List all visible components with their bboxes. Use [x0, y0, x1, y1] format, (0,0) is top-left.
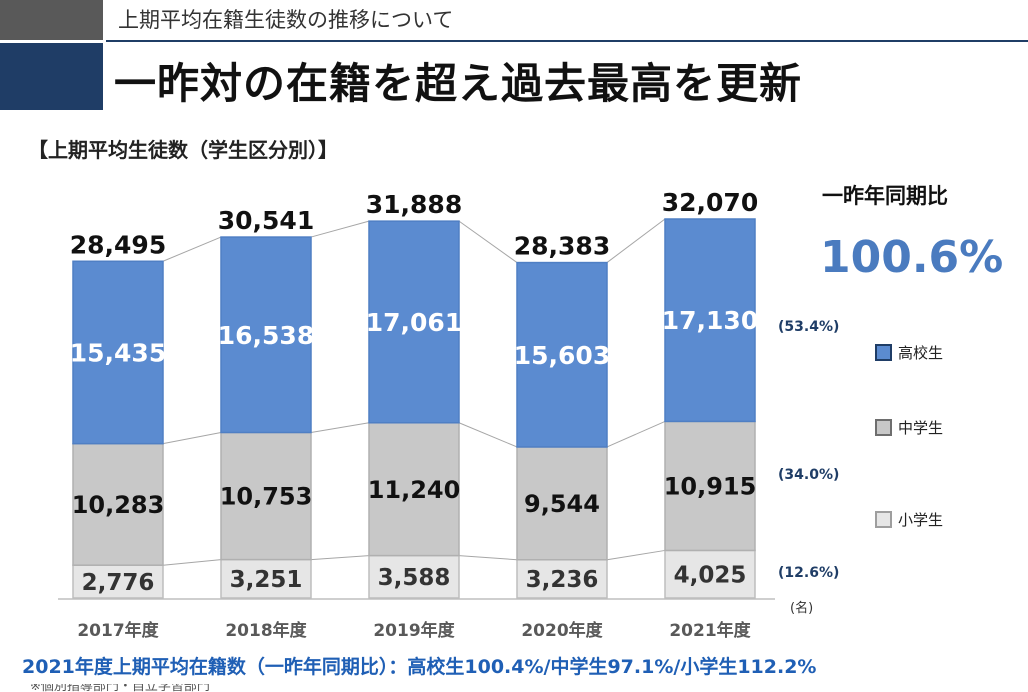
page-title: 一昨対の在籍を超え過去最高を更新: [114, 59, 803, 108]
connector-line: [458, 220, 518, 263]
data-label: 10,915: [664, 473, 757, 501]
legend-swatch: [875, 419, 892, 436]
data-label: 4,025: [674, 562, 747, 588]
x-tick-label: 2018年度: [225, 620, 307, 641]
connector-line: [606, 218, 666, 263]
connector-line: [458, 555, 518, 561]
connector-line: [310, 422, 370, 433]
connector-line: [162, 236, 222, 262]
total-label: 31,888: [366, 190, 462, 219]
connector-line: [162, 432, 222, 445]
footer-note: 2021年度上期平均在籍数（一昨年同期比）：高校生100.4%/中学生97.1%…: [22, 656, 817, 678]
x-tick-label: 2021年度: [669, 620, 751, 641]
data-label: 3,588: [378, 565, 451, 591]
legend-swatch: [875, 344, 892, 361]
bar-high-school: [220, 236, 312, 434]
x-tick-label: 2019年度: [373, 620, 455, 641]
data-label: 9,544: [524, 490, 600, 518]
x-tick-label: 2017年度: [77, 620, 159, 641]
comparison-value: 100.6%: [820, 232, 1004, 283]
total-label: 28,495: [70, 230, 166, 259]
comparison-label: 一昨年同期比: [822, 184, 948, 208]
connector-line: [606, 420, 666, 448]
bar-junior-high: [516, 446, 608, 561]
bar-elementary: [72, 564, 164, 599]
legend-label: 高校生: [898, 344, 943, 362]
connector-line: [310, 555, 370, 561]
legend-label: 中学生: [898, 419, 943, 437]
total-label: 28,383: [514, 232, 610, 261]
data-label: 17,130: [662, 306, 758, 335]
data-label: 3,236: [526, 567, 599, 593]
connector-line: [310, 220, 370, 238]
header-accent-gray: [0, 0, 103, 40]
connector-line: [458, 422, 518, 448]
chart-caption: 【上期平均生徒数（学生区分別）】: [28, 138, 338, 162]
bar-junior-high: [72, 442, 164, 566]
data-label: 3,251: [230, 567, 303, 593]
share-label: (12.6%): [778, 565, 839, 581]
source-note: ※個別指導部門・自立学習部門: [30, 684, 210, 692]
legend-swatch: [875, 511, 892, 528]
header-rule: [106, 40, 1028, 42]
bar-high-school: [368, 220, 460, 424]
share-label: (53.4%): [778, 319, 839, 335]
bar-elementary: [220, 558, 312, 599]
bar-elementary: [516, 559, 608, 599]
legend-label: 小学生: [898, 511, 943, 529]
data-label: 10,753: [220, 483, 313, 511]
data-label: 16,538: [218, 321, 314, 350]
header-accent-navy: [0, 43, 103, 110]
bar-high-school: [516, 261, 608, 448]
data-label: 15,603: [514, 341, 610, 370]
data-label: 17,061: [366, 308, 462, 337]
share-label: (34.0%): [778, 467, 839, 483]
total-label: 32,070: [662, 188, 758, 217]
data-label: 15,435: [70, 338, 166, 367]
data-label: 11,240: [368, 476, 461, 504]
x-tick-label: 2020年度: [521, 620, 603, 641]
page-subtitle: 上期平均在籍生徒数の推移について: [118, 8, 454, 32]
bar-junior-high: [664, 420, 756, 552]
connector-line: [606, 549, 666, 561]
total-label: 30,541: [218, 206, 314, 235]
connector-line: [162, 559, 222, 566]
bar-junior-high: [368, 422, 460, 557]
unit-label: (名): [790, 600, 813, 616]
bar-high-school: [664, 218, 756, 423]
bar-high-school: [72, 260, 164, 445]
data-label: 2,776: [82, 570, 155, 596]
data-label: 10,283: [72, 491, 165, 519]
